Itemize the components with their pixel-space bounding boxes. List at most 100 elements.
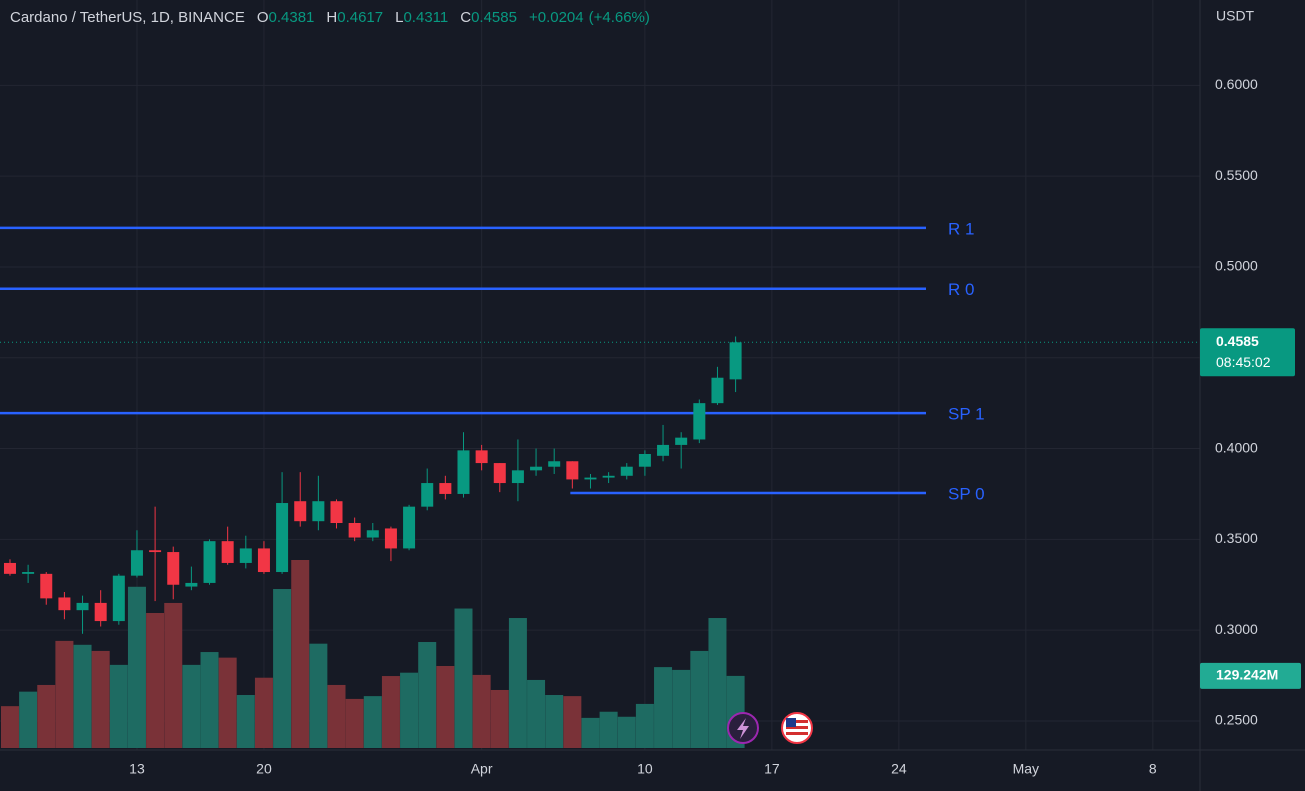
candle-body (112, 575, 125, 622)
volume-bar (363, 696, 382, 748)
stripe (786, 726, 808, 729)
candle-body (22, 572, 35, 574)
volume-bar (109, 664, 128, 748)
candle-body (76, 602, 89, 611)
volume-bar (490, 689, 509, 748)
candle-body (58, 597, 71, 611)
ohlc-letter: L (395, 9, 404, 26)
y-tick-label: 0.3000 (1215, 621, 1258, 637)
candle-body (185, 582, 198, 587)
x-tick-label: 17 (764, 761, 780, 777)
volume-bar (73, 644, 92, 748)
ohlc-value: 0.4585 (471, 9, 517, 26)
volume-bar (127, 586, 146, 748)
bolt-icon (737, 718, 749, 739)
candle-body (239, 548, 252, 563)
volume-bar (400, 672, 419, 748)
candle-body (3, 562, 16, 574)
candle-body (602, 475, 615, 478)
volume-bar (236, 695, 255, 748)
volume (0, 560, 745, 748)
volume-bar (146, 612, 165, 748)
x-tick-label: 24 (891, 761, 907, 777)
volume-bar (200, 652, 219, 748)
candle-body (711, 377, 724, 404)
volume-bar (690, 650, 709, 748)
volume-bar (218, 657, 237, 748)
candle-body (657, 444, 670, 456)
candle-body (457, 450, 470, 494)
candle-body (620, 466, 633, 476)
volume-bar (0, 706, 19, 748)
volume-bar (273, 589, 292, 748)
volume-bar (472, 674, 491, 748)
event-icon[interactable] (727, 712, 759, 744)
price-badge (1200, 328, 1295, 377)
candle-body (167, 552, 180, 585)
volume-bar (617, 716, 636, 748)
flag-icon[interactable] (781, 712, 813, 744)
x-tick-label: 8 (1149, 761, 1157, 777)
volume-bar (708, 618, 727, 748)
level-label: SP 0 (948, 485, 985, 504)
x-tick-label: Apr (471, 761, 493, 777)
ohlc-value: 0.4617 (337, 9, 384, 26)
candle-body (638, 453, 651, 467)
candle-body (493, 463, 506, 484)
level-label: SP 1 (948, 405, 985, 424)
volume-bar (418, 642, 437, 748)
volume-bar (436, 665, 455, 748)
y-tick-label: 0.5500 (1215, 167, 1258, 183)
volume-bar (654, 667, 673, 748)
volume-bar (545, 695, 564, 748)
stripe (786, 732, 808, 735)
volume-bar (327, 684, 346, 748)
header: Cardano / TetherUS, 1D, BINANCE O 0.4381 … (10, 9, 650, 26)
candle-body (566, 461, 579, 480)
candle-body (312, 501, 325, 522)
change: +0.0204 (528, 9, 584, 26)
candle-body (475, 450, 488, 464)
volume-bar (91, 650, 110, 748)
ohlc-value: 0.4381 (268, 9, 315, 26)
price-badge-value: 0.4585 (1216, 333, 1259, 349)
candle-body (221, 541, 234, 563)
y-tick-label: 0.4000 (1215, 439, 1258, 455)
volume-bar (635, 703, 654, 748)
candle-body (276, 503, 289, 573)
candle-body (403, 506, 416, 549)
candle-body (149, 550, 162, 553)
y-tick-label: 0.3500 (1215, 530, 1258, 546)
volume-bar (381, 676, 400, 748)
flag-canton (786, 718, 796, 727)
candle-body (439, 483, 452, 494)
volume-bar (37, 684, 56, 748)
candle-body (421, 483, 434, 507)
level-label: R 1 (948, 219, 974, 238)
candle-body (729, 342, 742, 380)
grid (0, 0, 1200, 750)
volume-bar (345, 698, 364, 748)
volume-bar (19, 691, 38, 748)
volume-bar (563, 696, 582, 748)
ohlc-letter: H (326, 9, 338, 26)
symbol-title: Cardano / TetherUS, 1D, BINANCE (10, 9, 245, 26)
candle-body (584, 477, 597, 480)
candle-body (548, 461, 561, 467)
candle-body (693, 403, 706, 440)
x-tick-label: 20 (256, 761, 272, 777)
x-tick-label: 13 (129, 761, 145, 777)
candles (3, 336, 742, 634)
ohlc-value: 0.4311 (403, 9, 449, 26)
y-axis-label: USDT (1216, 8, 1255, 24)
change-pct: (+4.66%) (588, 9, 650, 26)
volume-badge (1200, 662, 1301, 689)
volume-bar (291, 560, 310, 748)
candle-body (94, 602, 107, 622)
candle-body (366, 530, 379, 538)
volume-bar (164, 602, 183, 748)
volume-bar (672, 669, 691, 748)
candle-body (257, 548, 270, 573)
candle-body (294, 501, 307, 522)
